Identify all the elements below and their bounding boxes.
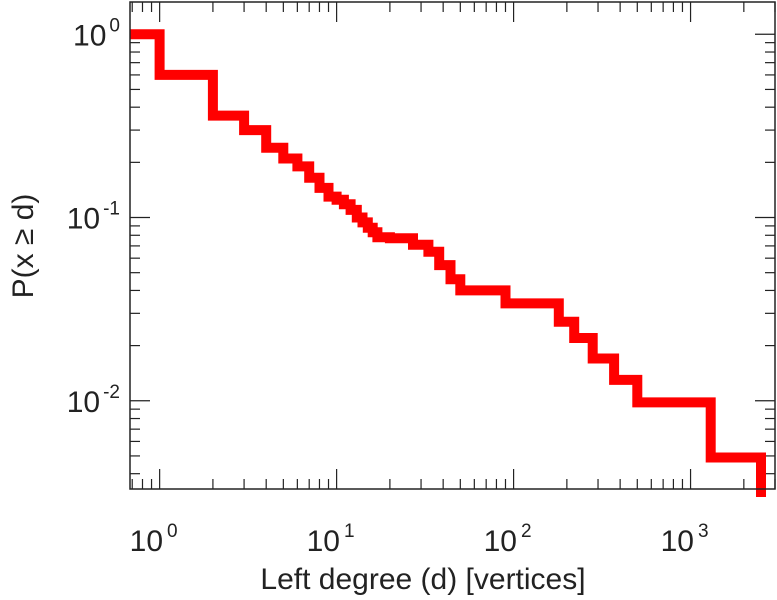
series-line: [130, 29, 766, 497]
plot-area: [130, 2, 775, 489]
tick-labels: 10 0 10 1 10 2 10 3 10 0 10 -1 10 -2: [67, 15, 709, 558]
x-tick-label: 10 1: [307, 521, 355, 558]
x-tick-label: 10 0: [130, 521, 178, 558]
tick-marks: [130, 2, 776, 489]
y-tick-label: 10 -1: [67, 199, 120, 236]
x-tick-label: 10 2: [484, 521, 532, 558]
plot-frame: [129, 1, 776, 490]
x-tick-label: 10 3: [661, 521, 709, 558]
y-tick-label: 10 -2: [67, 382, 120, 419]
y-axis-label: P(x ≥ d): [7, 194, 40, 299]
x-axis-label: Left degree (d) [vertices]: [260, 563, 585, 596]
y-tick-label: 10 0: [73, 15, 120, 52]
